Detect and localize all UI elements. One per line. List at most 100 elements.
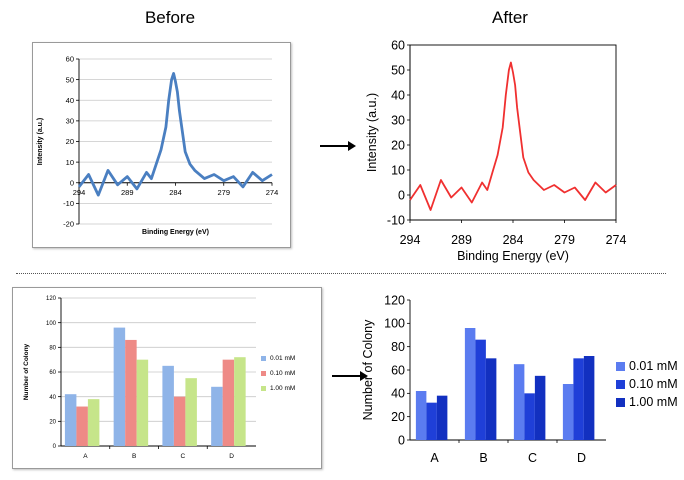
x-tick-label: C <box>528 451 537 465</box>
colony-after-chart: 0 20 40 60 80 100 120 A B C D 0.01 mM 0.10 mM 1.00 mM… <box>361 293 678 465</box>
before-heading: Before <box>144 8 196 27</box>
y-tick-label: 40 <box>49 395 56 401</box>
bar <box>436 395 448 440</box>
bar <box>76 406 88 446</box>
x-axis-label: Binding Energy (eV) <box>142 229 209 236</box>
xps-after-chart: -10 0 10 20 30 40 50 60 294 289 284 279 274 Binding E… <box>365 38 627 263</box>
bar <box>475 339 486 440</box>
series-line <box>77 71 273 197</box>
y-tick-label: 0 <box>70 178 74 187</box>
section-divider <box>16 273 666 274</box>
legend-label: 0.10 mM <box>270 370 295 377</box>
x-tick-label: 284 <box>169 188 182 197</box>
y-tick-label: 20 <box>49 419 56 425</box>
bar <box>185 378 197 446</box>
after-heading: After <box>492 8 528 27</box>
y-tick-label: 10 <box>66 158 74 167</box>
y-tick-label: 30 <box>391 113 405 127</box>
y-tick-label: 120 <box>46 296 57 302</box>
y-tick-label: -10 <box>387 213 405 227</box>
x-tick-label: D <box>229 453 234 460</box>
y-axis-label: Intensity (a.u.) <box>365 93 379 172</box>
y-tick-label: 10 <box>391 163 405 177</box>
bar <box>573 358 584 440</box>
x-tick-label: B <box>132 453 136 460</box>
bar <box>583 356 595 440</box>
y-tick-label: -20 <box>63 220 74 229</box>
legend-swatch <box>616 398 625 407</box>
y-tick-label: 60 <box>391 363 405 377</box>
y-tick-label: 20 <box>66 137 74 146</box>
x-axis-label: Binding Energy (eV) <box>457 249 569 263</box>
y-tick-label: 100 <box>46 321 57 327</box>
bar <box>464 328 476 440</box>
legend-label: 0.01 mM <box>270 355 295 362</box>
right-arrow-icon <box>320 141 356 151</box>
xps-before-chart: -20 -10 0 10 20 30 40 50 60 294 289 284 279 274 Bindin… <box>37 55 279 236</box>
bar <box>64 394 77 446</box>
y-tick-label: 0 <box>53 444 57 450</box>
x-tick-label: 294 <box>400 233 421 247</box>
y-axis-label: Number of Colony <box>23 343 30 400</box>
bar <box>162 365 174 446</box>
legend-label: 0.10 mM <box>629 377 678 391</box>
x-tick-label: 279 <box>554 233 575 247</box>
x-tick-label: 274 <box>606 233 627 247</box>
y-tick-label: 0 <box>398 188 405 202</box>
legend-swatch <box>261 356 266 361</box>
legend-swatch <box>616 362 625 371</box>
y-tick-label: 60 <box>49 370 56 376</box>
y-tick-label: 20 <box>391 410 405 424</box>
y-axis-label: Intensity (a.u.) <box>37 118 44 165</box>
legend-label: 1.00 mM <box>270 385 295 392</box>
y-tick-label: 60 <box>66 55 74 64</box>
colony-before-chart: 0 20 40 60 80 100 120 A B C D 0.01 mM 0.10 mM 1.00 mM… <box>23 296 295 460</box>
bar <box>211 386 223 446</box>
x-tick-label: 279 <box>217 188 230 197</box>
bar <box>485 358 497 440</box>
y-axis-label: Number of Colony <box>361 319 375 420</box>
x-tick-label: 289 <box>121 188 134 197</box>
right-arrow-icon <box>332 371 368 381</box>
bar <box>415 391 427 440</box>
bar <box>534 375 546 440</box>
legend-swatch <box>261 371 266 376</box>
bar <box>562 384 574 440</box>
y-tick-label: 20 <box>391 138 405 152</box>
y-tick-label: 100 <box>384 317 405 331</box>
y-tick-label: 40 <box>66 96 74 105</box>
bar <box>173 396 186 446</box>
bar <box>87 399 100 446</box>
series-line <box>409 61 617 211</box>
legend-label: 1.00 mM <box>629 395 678 409</box>
bar <box>136 359 149 446</box>
bar <box>234 357 246 446</box>
x-tick-label: 284 <box>503 233 524 247</box>
x-tick-label: B <box>479 451 487 465</box>
x-tick-label: 274 <box>266 188 279 197</box>
y-tick-label: 60 <box>391 38 405 52</box>
bar <box>222 359 235 446</box>
y-tick-label: 30 <box>66 117 74 126</box>
bar <box>125 339 137 446</box>
bar <box>426 402 437 440</box>
y-tick-label: 50 <box>66 75 74 84</box>
x-tick-label: 289 <box>451 233 472 247</box>
bar <box>513 364 525 440</box>
y-tick-label: 80 <box>49 345 56 351</box>
x-tick-label: C <box>181 453 186 460</box>
x-tick-label: A <box>83 453 88 460</box>
y-tick-label: 80 <box>391 340 405 354</box>
y-tick-label: -10 <box>63 199 74 208</box>
bar <box>113 327 126 446</box>
y-tick-label: 40 <box>391 387 405 401</box>
y-tick-label: 40 <box>391 88 405 102</box>
x-tick-label: D <box>577 451 586 465</box>
y-tick-label: 0 <box>398 433 405 447</box>
bar <box>524 393 535 440</box>
x-tick-label: 294 <box>73 188 86 197</box>
y-tick-label: 50 <box>391 63 405 77</box>
legend-swatch <box>616 380 625 389</box>
y-tick-label: 120 <box>384 293 405 307</box>
x-tick-label: A <box>430 451 439 465</box>
